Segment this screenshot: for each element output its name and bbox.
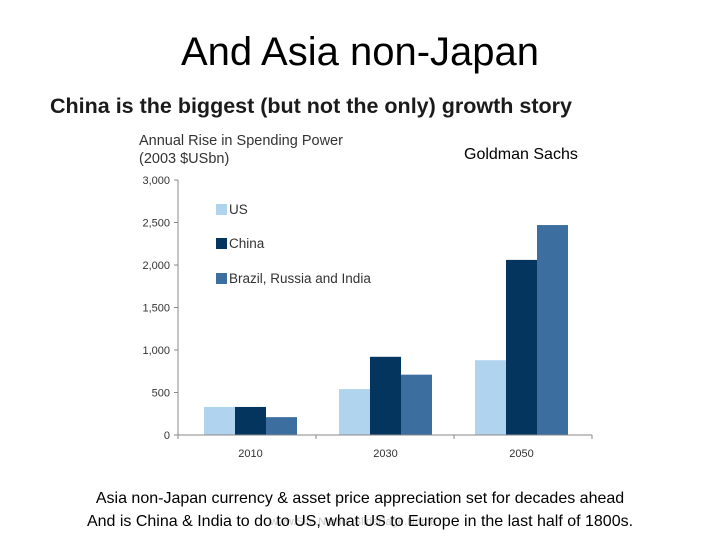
y-tick-label: 2,500	[142, 218, 170, 230]
bar-2010-2	[266, 417, 297, 435]
bar-2050-0	[475, 360, 506, 435]
bar-2050-1	[506, 259, 537, 435]
bar-2010-0	[204, 406, 235, 435]
legend-swatch-2	[216, 273, 227, 284]
bar-2030-1	[370, 356, 401, 435]
x-tick-label: 2010	[238, 448, 262, 460]
y-axis-title-line1: Annual Rise in Spending Power	[139, 133, 343, 149]
legend-label-2: Brazil, Russia and India	[229, 271, 371, 286]
bar-2030-0	[339, 389, 370, 435]
y-tick-label: 0	[164, 430, 170, 442]
legend-swatch-1	[216, 238, 227, 249]
legend-label-0: US	[229, 202, 248, 217]
bar-2050-2	[537, 225, 568, 435]
y-tick-label: 1,000	[142, 345, 170, 357]
watermark: www.Site.Name/ SlidePage.Name	[270, 516, 437, 528]
y-tick-label: 3,000	[142, 175, 170, 187]
y-tick-label: 1,500	[142, 303, 170, 315]
chart-title: China is the biggest (but not the only) …	[50, 94, 572, 118]
footer-text-1: Asia non-Japan currency & asset price ap…	[95, 490, 625, 507]
y-tick-label: 2,000	[142, 260, 170, 272]
legend-swatch-0	[216, 204, 227, 215]
y-axis-title-line2: (2003 $USbn)	[139, 151, 230, 167]
bar-2030-2	[401, 374, 432, 435]
slide-title: And Asia non-Japan	[180, 30, 540, 74]
x-tick-label: 2050	[509, 448, 533, 460]
y-tick-label: 500	[152, 388, 170, 400]
legend-label-1: China	[229, 236, 265, 251]
x-tick-label: 2030	[373, 448, 397, 460]
footer-text-2: And is China & India to do to US, what U…	[86, 513, 634, 530]
bar-2010-1	[235, 406, 266, 435]
source-label: Goldman Sachs	[464, 146, 578, 163]
y-axis-title: Annual Rise in Spending Power (2003 $USb…	[139, 132, 343, 168]
